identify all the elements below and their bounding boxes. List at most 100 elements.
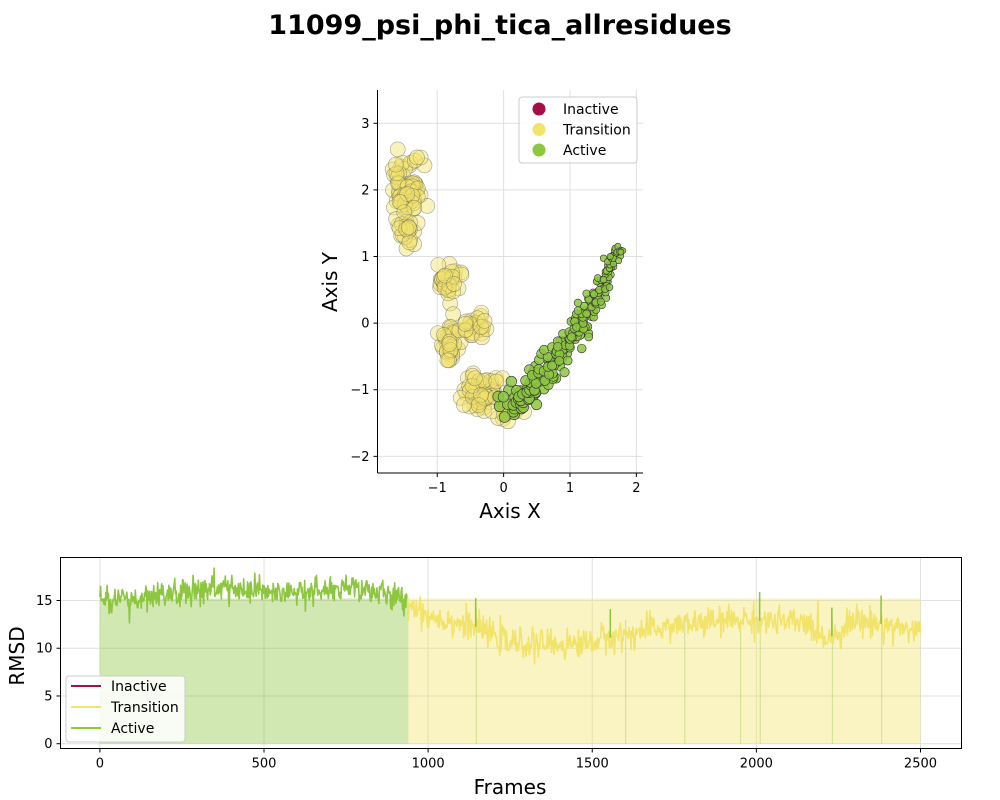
- transition-point: [401, 234, 418, 251]
- page-title: 11099_psi_phi_tica_allresidues: [268, 10, 732, 41]
- active-point: [531, 398, 543, 411]
- rmsd-line-active: [99, 567, 409, 624]
- active-point: [590, 290, 598, 299]
- rmsd-grid: [60, 557, 962, 749]
- transition-point: [406, 200, 423, 216]
- scatter-legend: Inactive Transition Active: [518, 96, 638, 164]
- transition-point: [488, 370, 504, 386]
- rmsd-x-tick-label: 500: [252, 757, 277, 772]
- rmsd-legend-transition: Transition: [110, 700, 179, 716]
- transition-point: [446, 325, 462, 342]
- rmsd-y-tick-label: 15: [36, 594, 53, 609]
- scatter-ticks: −1 0 1 2 −2 −1 0 1 2 3: [350, 117, 640, 496]
- scatter-y-tick-label: 2: [361, 183, 369, 198]
- transition-point: [389, 141, 406, 158]
- transition-point: [436, 279, 453, 296]
- active-point: [584, 332, 594, 342]
- rmsd-state-stripe: [475, 619, 477, 744]
- transition-point: [461, 378, 477, 395]
- active-point: [498, 411, 511, 423]
- rmsd-y-tick-label: 10: [36, 642, 53, 657]
- rmsd-state-stripe: [684, 619, 686, 744]
- transition-point: [391, 193, 408, 210]
- active-point: [554, 356, 565, 366]
- rmsd-lines: [99, 567, 922, 665]
- transition-point: [467, 370, 483, 387]
- rmsd-x-tick-label: 1000: [412, 757, 445, 772]
- rmsd-legend-frame: [65, 675, 186, 743]
- active-point: [606, 253, 614, 260]
- legend-marker-transition: [532, 123, 546, 136]
- scatter-x-tick-label: 0: [499, 481, 507, 496]
- transition-point: [470, 397, 487, 413]
- rmsd-state-stripe: [739, 619, 742, 744]
- rmsd-state-stripe: [759, 619, 761, 744]
- active-point: [553, 342, 563, 352]
- transition-point: [412, 149, 429, 166]
- transition-point: [457, 316, 474, 332]
- scatter-points: [384, 141, 627, 430]
- transition-point: [464, 325, 480, 341]
- scatter-x-tick-label: 2: [632, 481, 640, 496]
- rmsd-state-fill: [408, 598, 921, 744]
- transition-point: [439, 352, 456, 369]
- transition-point: [388, 156, 404, 173]
- rmsd-x-tick-label: 2000: [740, 757, 773, 772]
- scatter-y-tick-label: 3: [361, 117, 369, 132]
- transition-point: [437, 267, 453, 284]
- rmsd-state-stripe: [881, 619, 883, 744]
- rmsd-x-tick-label: 2500: [904, 757, 937, 772]
- transition-point: [476, 373, 492, 389]
- transition-point: [398, 221, 415, 237]
- transition-point: [474, 329, 490, 346]
- scatter-legend-frame: [518, 96, 638, 164]
- active-point: [562, 355, 573, 366]
- transition-point: [488, 373, 505, 390]
- active-point: [577, 343, 587, 354]
- transition-point: [446, 276, 462, 292]
- rmsd-x-tick-label: 1500: [576, 757, 609, 772]
- scatter-x-tick-label: −1: [428, 481, 447, 496]
- transition-point: [445, 306, 461, 322]
- rmsd-plot: 0 500 1000 1500 2000 2500 0 5 10 15 Frames RMSD I…: [5, 557, 962, 799]
- active-point: [615, 257, 623, 265]
- scatter-y-tick-label: −1: [350, 383, 369, 398]
- scatter-x-label: Axis X: [479, 499, 541, 523]
- legend-marker-inactive: [532, 102, 546, 116]
- active-point: [596, 297, 605, 306]
- transition-point: [444, 324, 461, 341]
- rmsd-state-stripe: [625, 619, 627, 744]
- rmsd-frame: [60, 557, 962, 749]
- scatter-y-tick-label: 1: [361, 250, 369, 265]
- active-point: [582, 309, 591, 318]
- rmsd-legend-inactive: Inactive: [111, 679, 167, 695]
- scatter-legend-active: Active: [563, 143, 606, 159]
- transition-point: [473, 304, 490, 321]
- transition-point: [457, 322, 474, 339]
- rmsd-legend-active: Active: [111, 721, 154, 737]
- rmsd-y-tick-label: 0: [44, 737, 52, 752]
- transition-point: [409, 149, 425, 166]
- rmsd-x-label: Frames: [474, 775, 547, 799]
- transition-point: [442, 295, 458, 312]
- rmsd-x-tick-label: 0: [96, 757, 104, 772]
- scatter-y-label: Axis Y: [318, 251, 342, 312]
- active-point: [559, 367, 570, 378]
- scatter-x-tick-label: 1: [566, 481, 574, 496]
- rmsd-state-stripe: [831, 619, 834, 744]
- transition-point: [436, 327, 452, 343]
- rmsd-legend: Inactive Transition Active: [65, 675, 186, 743]
- active-point: [547, 360, 558, 371]
- scatter-y-tick-label: −2: [350, 450, 369, 465]
- rmsd-y-label: RMSD: [5, 626, 29, 685]
- transition-point: [482, 373, 499, 389]
- active-point: [605, 283, 614, 291]
- active-point: [582, 289, 591, 298]
- scatter-legend-inactive: Inactive: [563, 102, 619, 118]
- transition-point: [396, 204, 413, 220]
- transition-point: [473, 387, 489, 403]
- scatter-legend-transition: Transition: [562, 123, 631, 139]
- active-point: [497, 391, 510, 403]
- transition-point: [388, 165, 405, 182]
